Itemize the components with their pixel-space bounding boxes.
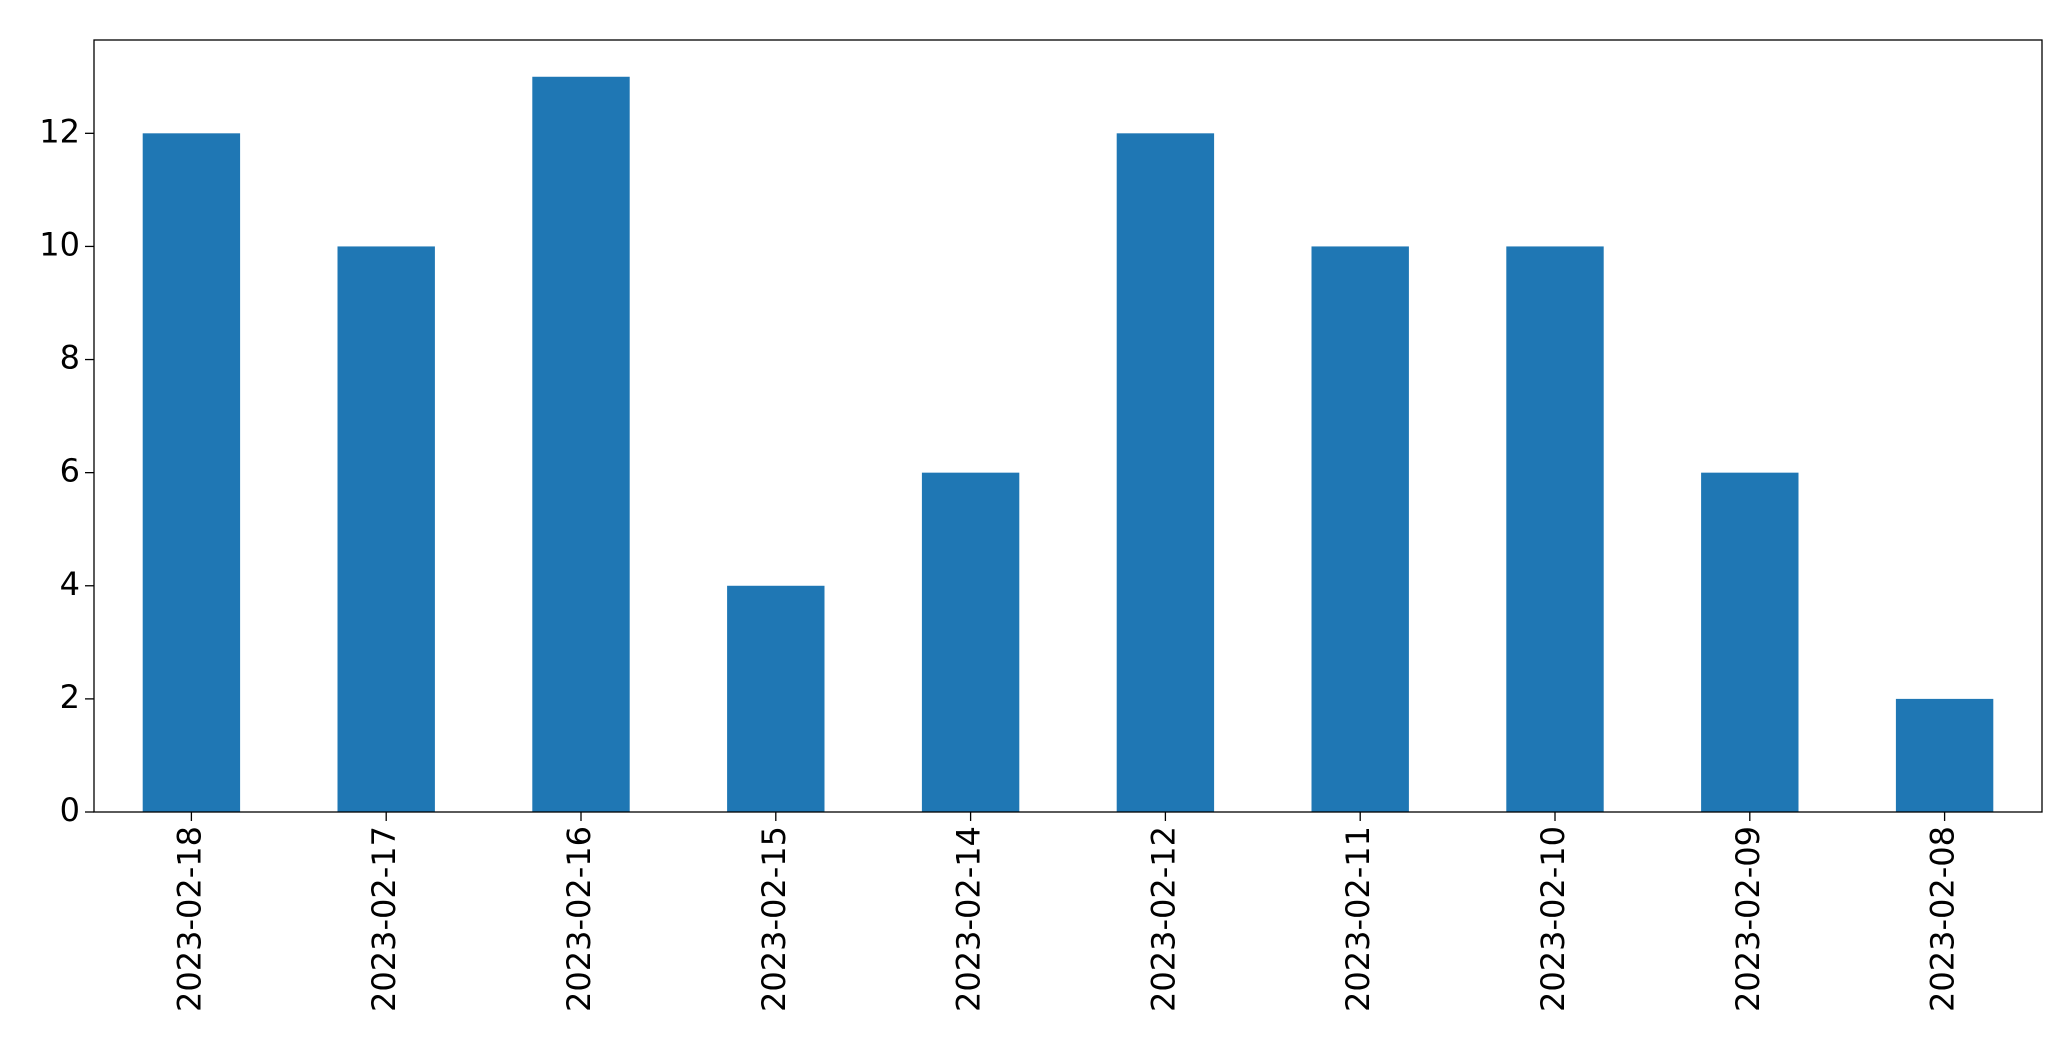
plot-frame (93, 39, 2043, 813)
bar (727, 585, 825, 812)
x-tick-label: 2023-02-09 (1729, 826, 1767, 1012)
bar (1701, 472, 1799, 812)
x-tick-label: 2023-02-11 (1339, 826, 1377, 1012)
y-tick-label: 4 (60, 565, 80, 603)
x-tick-label: 2023-02-15 (755, 826, 793, 1012)
y-tick-label: 2 (60, 678, 80, 716)
y-tick-label: 12 (39, 112, 80, 150)
bar (532, 76, 630, 812)
bar (337, 246, 435, 812)
x-tick-label: 2023-02-18 (170, 826, 208, 1012)
bar (1506, 246, 1604, 812)
y-tick-label: 8 (60, 339, 80, 377)
bar (142, 133, 241, 813)
y-tick-label: 10 (39, 225, 80, 263)
bar (1895, 698, 1994, 812)
x-tick-label: 2023-02-08 (1924, 826, 1962, 1012)
x-tick-label: 2023-02-17 (365, 826, 403, 1012)
bar (921, 472, 1020, 812)
x-tick-label: 2023-02-12 (1144, 826, 1182, 1012)
bar (1311, 246, 1409, 812)
x-tick-label: 2023-02-14 (950, 826, 988, 1012)
bar (1116, 133, 1215, 813)
y-tick-label: 6 (60, 452, 80, 490)
x-tick-label: 2023-02-16 (560, 826, 598, 1012)
y-tick-label: 0 (60, 791, 80, 829)
x-tick-label: 2023-02-10 (1534, 826, 1572, 1012)
